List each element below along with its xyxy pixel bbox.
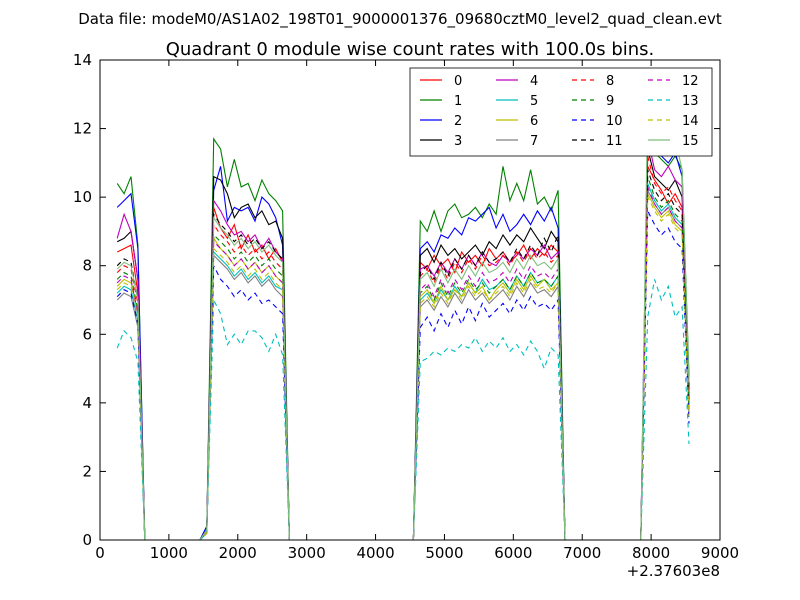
x-tick-label: 3000 (288, 544, 326, 562)
y-tick-label: 14 (73, 51, 92, 69)
legend-label-11: 11 (606, 134, 623, 149)
legend-box (409, 67, 713, 157)
y-tick-label: 6 (82, 325, 92, 343)
legend-label-12: 12 (682, 74, 699, 89)
x-tick-label: 6000 (494, 544, 532, 562)
legend-label-2: 2 (454, 114, 462, 129)
x-offset-label: +2.37603e8 (627, 562, 720, 580)
x-tick-label: 2000 (219, 544, 257, 562)
legend-label-7: 7 (530, 134, 538, 149)
legend-label-15: 15 (682, 134, 699, 149)
x-tick-label: 4000 (356, 544, 394, 562)
x-ticks: 0 1000 2000 3000 4000 5000 6000 7000 8000 9000 (95, 60, 739, 562)
legend-label-14: 14 (682, 114, 699, 129)
legend-label-5: 5 (530, 94, 538, 109)
y-tick-label: 10 (73, 188, 92, 206)
legend-label-1: 1 (454, 94, 462, 109)
x-tick-label: 8000 (632, 544, 670, 562)
legend-label-6: 6 (530, 114, 538, 129)
suptitle: Data file: modeM0/AS1A02_198T01_90000013… (78, 10, 722, 29)
y-tick-label: 8 (82, 257, 92, 275)
x-tick-label: 9000 (701, 544, 739, 562)
x-tick-label: 5000 (425, 544, 463, 562)
chart-title: Quadrant 0 module wise count rates with … (166, 39, 655, 60)
legend-label-3: 3 (454, 134, 462, 149)
y-tick-label: 2 (82, 462, 92, 480)
x-tick-label: 1000 (150, 544, 188, 562)
legend-label-8: 8 (606, 74, 614, 89)
legend-label-9: 9 (606, 94, 614, 109)
legend-label-4: 4 (530, 74, 538, 89)
x-tick-label: 0 (95, 544, 105, 562)
y-tick-label: 12 (73, 120, 92, 138)
series-line-13 (116, 279, 690, 541)
legend-label-0: 0 (454, 74, 462, 89)
y-tick-label: 4 (82, 394, 92, 412)
legend-label-10: 10 (606, 114, 623, 129)
axes-border (99, 59, 721, 541)
y-tick-label: 0 (82, 531, 92, 549)
x-tick-label: 7000 (563, 544, 601, 562)
axes-frame (99, 59, 721, 541)
legend-label-13: 13 (682, 94, 699, 109)
